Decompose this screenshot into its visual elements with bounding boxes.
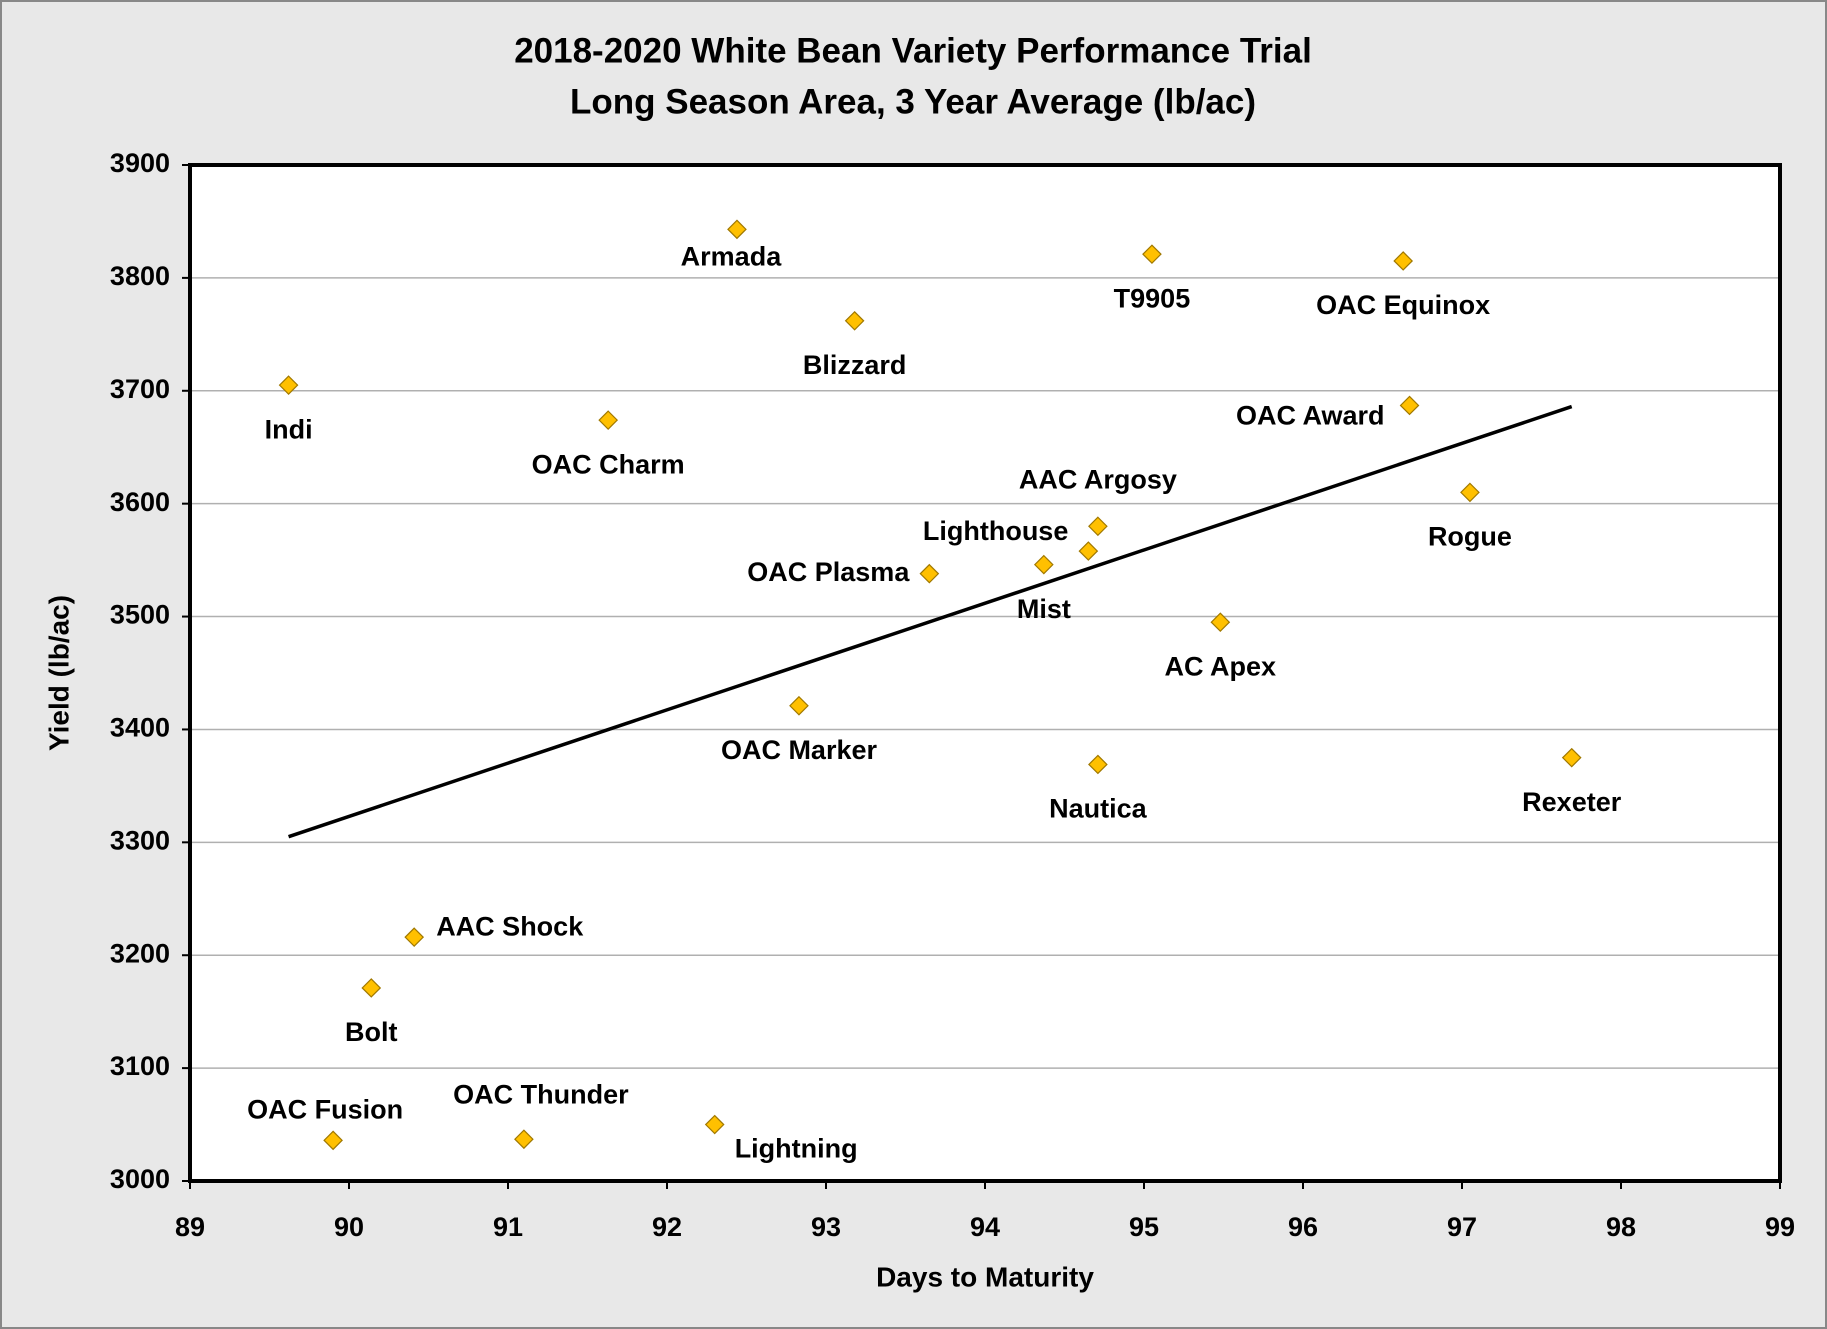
chart-subtitle: Long Season Area, 3 Year Average (lb/ac) [570, 82, 1256, 121]
point-label: T9905 [1114, 283, 1191, 313]
point-label: OAC Plasma [747, 557, 910, 587]
point [919, 563, 940, 584]
point-label: Bolt [345, 1017, 397, 1047]
x-tick-label: 99 [1765, 1212, 1795, 1242]
x-axis-title: Days to Maturity [876, 1261, 1094, 1292]
point-label: AAC Argosy [1019, 464, 1177, 494]
x-tick-label: 93 [811, 1212, 841, 1242]
y-tick-label: 3000 [110, 1164, 170, 1194]
point [1393, 251, 1414, 271]
y-tick-label: 3200 [110, 938, 170, 968]
x-tick-label: 96 [1288, 1212, 1318, 1242]
chart-title: 2018-2020 White Bean Variety Performance… [514, 31, 1312, 70]
point [361, 978, 382, 998]
point-label: Rogue [1428, 522, 1512, 552]
point [1561, 747, 1582, 768]
point-label: Armada [681, 241, 783, 271]
point [844, 310, 865, 331]
point-label: OAC Award [1236, 401, 1385, 431]
point [278, 375, 299, 395]
point [1460, 482, 1480, 503]
y-tick-label: 3600 [110, 487, 170, 517]
x-tick-label: 90 [334, 1212, 364, 1242]
point-label: OAC Marker [721, 735, 878, 765]
point [1088, 754, 1108, 775]
x-tick-label: 91 [493, 1212, 523, 1242]
x-tick-label: 98 [1606, 1212, 1636, 1242]
point [1142, 244, 1162, 265]
x-tick-label: 92 [652, 1212, 682, 1242]
point [1033, 554, 1054, 575]
point-label: OAC Thunder [453, 1079, 629, 1109]
point [1078, 541, 1099, 561]
y-tick-label: 3500 [110, 600, 170, 630]
plot-background [190, 165, 1780, 1181]
y-tick-label: 3800 [110, 261, 170, 291]
point [1088, 516, 1108, 537]
point [404, 927, 425, 948]
point [598, 410, 619, 430]
point-label: Lighthouse [923, 516, 1068, 546]
y-axis-title: Yield (lb/ac) [43, 595, 74, 751]
point [704, 1114, 725, 1135]
plot-border [188, 163, 1782, 1183]
x-tick-label: 95 [1129, 1212, 1159, 1242]
point [323, 1130, 343, 1151]
y-tick-label: 3700 [110, 374, 170, 404]
point-label: Nautica [1049, 794, 1148, 824]
point [1399, 395, 1420, 416]
point-label: OAC Equinox [1316, 290, 1490, 320]
point-label: OAC Fusion [247, 1094, 403, 1124]
point [1210, 612, 1231, 633]
point-label: Lightning [735, 1134, 858, 1164]
point [789, 695, 809, 716]
y-tick-label: 3100 [110, 1051, 170, 1081]
y-tick-label: 3900 [110, 148, 170, 178]
x-tick-label: 97 [1447, 1212, 1477, 1242]
point-label: Blizzard [803, 350, 907, 380]
point-label: Mist [1017, 594, 1071, 624]
point [727, 219, 747, 240]
point [514, 1129, 534, 1150]
y-tick-label: 3300 [110, 825, 170, 855]
point-label: AAC Shock [436, 911, 584, 941]
point-label: Indi [265, 414, 313, 444]
trendline [288, 404, 1573, 839]
y-tick-label: 3400 [110, 713, 170, 743]
x-tick-label: 89 [175, 1212, 205, 1242]
point-label: OAC Charm [532, 449, 685, 479]
x-tick-label: 94 [970, 1212, 1000, 1242]
point-label: Rexeter [1522, 787, 1622, 817]
point-label: AC Apex [1165, 651, 1277, 681]
